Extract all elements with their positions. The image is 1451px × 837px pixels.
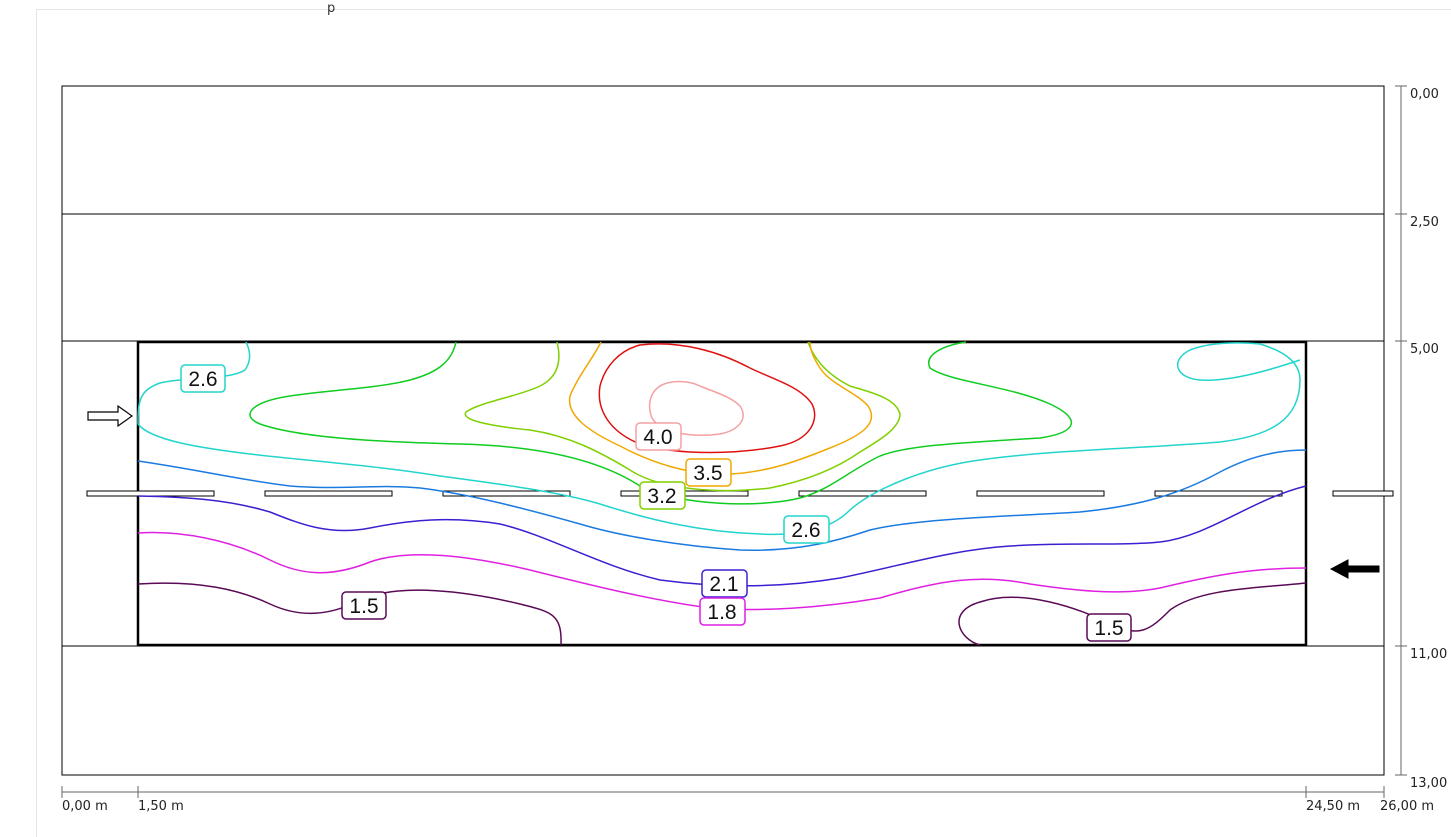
contour-label-2-6-mid: 2.6 [783,515,830,544]
contour-labels: 2.6 4.0 3.5 3.2 2.6 2.1 1.8 1.5 [180,364,1132,642]
contour-label-2-6-top: 2.6 [180,364,226,393]
contour-label-4-0: 4.0 [635,422,682,451]
isoline-2-4 [137,449,1307,551]
contour-label-text: 1.5 [349,595,378,618]
contour-label-text: 3.5 [693,462,722,485]
lane-markings [86,490,1394,497]
traffic-direction-right-icon [87,404,134,428]
drawing-frame: p [36,1,1451,837]
contour-label-text: 4.0 [643,426,672,449]
x-scale [61,786,1385,798]
x-tick-label: 26,00 m [1380,799,1434,814]
contour-label-2-1: 2.1 [701,569,748,598]
contour-label-1-8: 1.8 [699,597,746,626]
x-tick-label: 0,00 m [62,799,108,814]
isoline-2-6 [137,342,1301,536]
contour-label-1-5-right: 1.5 [1086,613,1132,642]
x-tick-label: 24,50 m [1306,799,1360,814]
contour-label-text: 2.6 [188,368,217,391]
contour-label-3-2: 3.2 [639,481,686,510]
road-lines [61,85,1385,776]
isoline-3-5 [568,341,873,475]
contour-label-text: 1.5 [1094,617,1123,640]
contour-label-3-5: 3.5 [685,458,732,487]
contour-label-1-5-left: 1.5 [341,591,387,620]
isoline-4-0 [648,380,744,436]
traffic-direction-left-icon [1329,559,1380,579]
road-outline [61,85,1385,776]
x-tick-label: 1,50 m [138,799,184,814]
isoline-1-5-right [958,582,1307,646]
y-tick-label: 0,00 [1410,87,1439,102]
contour-label-text: 3.2 [647,485,676,508]
y-tick-label: 2,50 [1410,215,1439,230]
contour-label-text: 1.8 [707,601,736,624]
contour-label-text: 2.6 [791,519,820,542]
header-fragment: p [327,1,336,16]
y-tick-label: 13,00 [1410,776,1447,791]
contour-label-text: 2.1 [709,573,738,596]
y-tick-label: 5,00 [1410,342,1439,357]
y-scale [1395,85,1407,776]
y-tick-label: 11,00 [1410,647,1447,662]
isoline-2-1 [137,485,1307,587]
isoline-3-2 [464,341,901,492]
isoline-3-8 [598,343,816,454]
